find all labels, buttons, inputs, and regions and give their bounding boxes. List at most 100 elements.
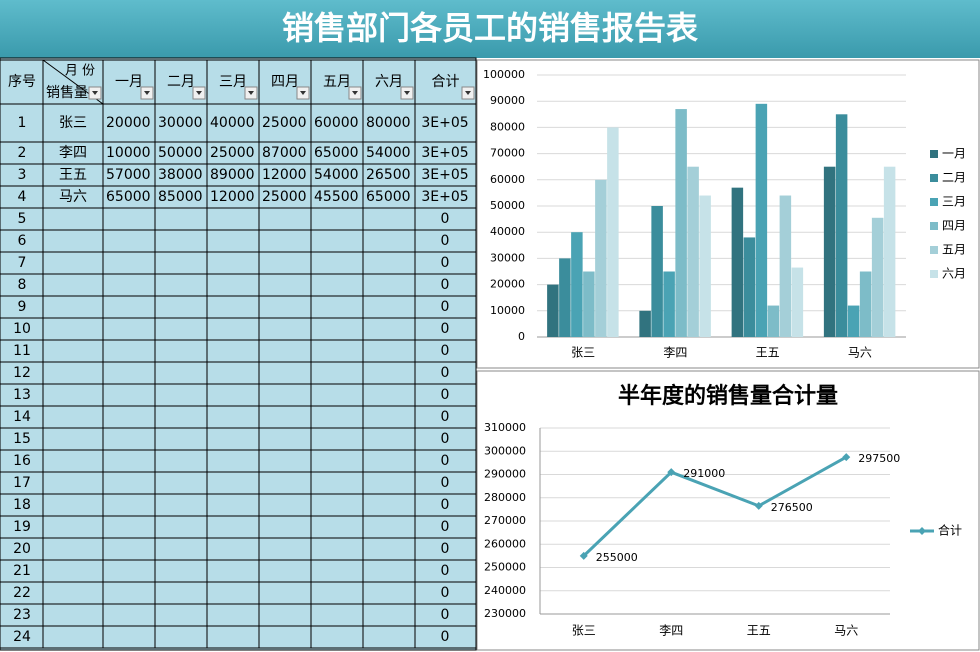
filter-arrow	[300, 91, 306, 95]
row-number: 21	[13, 563, 31, 579]
y-tick-label: 260000	[484, 537, 526, 550]
bar	[607, 127, 619, 338]
row-number: 3	[18, 167, 27, 183]
bar	[663, 271, 675, 337]
y-tick-label: 310000	[484, 421, 526, 434]
y-tick-label: 60000	[490, 173, 525, 186]
row-total: 0	[441, 431, 450, 447]
row-name: 李四	[59, 145, 87, 161]
filter-arrow	[144, 91, 150, 95]
line-chart-panel	[476, 370, 980, 651]
filter-arrow	[352, 91, 358, 95]
row-number: 14	[13, 409, 31, 425]
row-value: 65000	[366, 189, 411, 205]
row-number: 2	[18, 145, 27, 161]
row-total: 0	[441, 453, 450, 469]
legend-label: 合计	[938, 523, 962, 538]
row-name: 马六	[59, 189, 87, 205]
row-number: 24	[13, 629, 31, 645]
row-number: 15	[13, 431, 31, 447]
bar	[767, 305, 780, 337]
bar	[871, 217, 884, 337]
y-tick-label: 250000	[484, 561, 526, 574]
row-value: 65000	[314, 145, 359, 161]
x-tick-label: 马六	[848, 346, 872, 360]
y-tick-label: 90000	[490, 94, 525, 107]
row-value: 30000	[158, 115, 203, 131]
row-total: 0	[441, 563, 450, 579]
point-marker	[579, 551, 588, 560]
point-marker	[754, 501, 763, 510]
row-number: 23	[13, 607, 31, 623]
row-total: 0	[441, 497, 450, 513]
row-value: 57000	[106, 167, 151, 183]
row-value: 85000	[158, 189, 203, 205]
bar	[743, 237, 756, 337]
data-label: 276500	[771, 501, 813, 514]
row-total: 0	[441, 387, 450, 403]
row-total: 0	[441, 519, 450, 535]
row-value: 65000	[106, 189, 151, 205]
legend-marker	[918, 527, 926, 535]
row-value: 12000	[262, 167, 307, 183]
row-value: 38000	[158, 167, 203, 183]
title-bar	[0, 0, 980, 58]
legend-label: 四月	[942, 219, 966, 233]
row-number: 20	[13, 541, 31, 557]
y-tick-label: 10000	[490, 304, 525, 317]
row-value: 60000	[314, 115, 359, 131]
y-tick-label: 280000	[484, 491, 526, 504]
bar	[731, 187, 744, 337]
legend-label: 一月	[942, 147, 966, 161]
y-tick-label: 300000	[484, 444, 526, 457]
header-cell: 序号	[8, 74, 36, 90]
bar	[547, 284, 559, 337]
row-value: 54000	[314, 167, 359, 183]
row-value: 50000	[158, 145, 203, 161]
bar	[791, 267, 804, 337]
bar	[883, 166, 896, 337]
filter-arrow	[248, 91, 254, 95]
row-total: 0	[441, 233, 450, 249]
line	[582, 455, 847, 557]
row-total: 3E+05	[421, 145, 468, 161]
row-value: 89000	[210, 167, 255, 183]
page-title: 销售部门各员工的销售报告表	[282, 9, 698, 47]
bar	[571, 232, 583, 337]
filter-arrow	[92, 91, 98, 95]
y-tick-label: 80000	[490, 120, 525, 133]
x-tick-label: 王五	[747, 624, 771, 638]
row-value: 12000	[210, 189, 255, 205]
point-marker	[842, 453, 851, 462]
row-number: 7	[18, 255, 27, 271]
chart-title: 半年度的销售量合计量	[618, 383, 838, 409]
row-value: 40000	[210, 115, 255, 131]
row-value: 25000	[262, 115, 307, 131]
row-total: 0	[441, 629, 450, 645]
filter-arrow	[196, 91, 202, 95]
row-value: 80000	[366, 115, 411, 131]
bar	[835, 114, 848, 337]
legend-label: 二月	[942, 171, 966, 185]
row-total: 0	[441, 365, 450, 381]
x-tick-label: 李四	[659, 623, 683, 638]
row-number: 6	[18, 233, 27, 249]
row-value: 10000	[106, 145, 151, 161]
row-value: 54000	[366, 145, 411, 161]
x-tick-label: 张三	[571, 346, 595, 360]
header-cell: 销售量	[46, 85, 88, 101]
row-number: 19	[13, 519, 31, 535]
row-number: 5	[18, 211, 27, 227]
bar	[779, 195, 792, 337]
row-name: 张三	[59, 115, 87, 131]
y-tick-label: 0	[518, 330, 525, 343]
row-total: 0	[441, 541, 450, 557]
header-cell: 二月	[167, 74, 195, 90]
row-number: 11	[13, 343, 31, 359]
legend-label: 六月	[942, 267, 966, 281]
bar	[859, 271, 872, 337]
table-background	[0, 57, 477, 651]
legend-swatch	[930, 270, 938, 278]
row-number: 13	[13, 387, 31, 403]
